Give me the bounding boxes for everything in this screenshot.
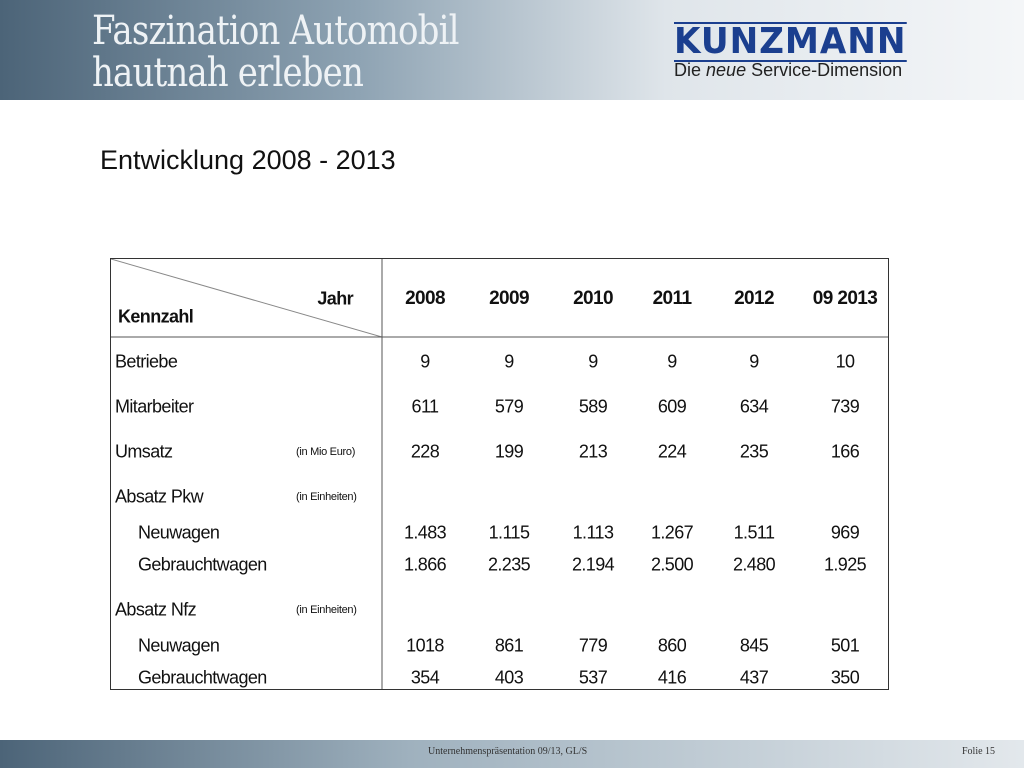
cell-value: 437: [739, 667, 769, 688]
cell-value: 969: [830, 522, 860, 543]
cell-value: 224: [657, 441, 687, 462]
cell-value: 10: [835, 351, 855, 372]
cell-value: 579: [494, 396, 524, 417]
cell-value: 228: [410, 441, 440, 462]
cell-value: 634: [739, 396, 769, 417]
corner-label: Kennzahl: [118, 306, 194, 327]
row-label: Betriebe: [115, 351, 178, 372]
cell-value: 9: [504, 351, 514, 372]
row-label: Neuwagen: [138, 635, 220, 656]
cell-value: 9: [420, 351, 430, 372]
row-label: Neuwagen: [138, 522, 220, 543]
column-header: 09 2013: [812, 288, 878, 309]
cell-value: 1.925: [823, 554, 867, 575]
cell-value: 609: [657, 396, 687, 417]
row-label: Absatz Nfz: [115, 599, 197, 620]
column-header: 2012: [734, 288, 774, 309]
cell-value: 779: [578, 635, 608, 656]
cell-value: 9: [588, 351, 598, 372]
cell-value: 537: [578, 667, 608, 688]
corner-label: Jahr: [317, 288, 353, 309]
cell-value: 9: [667, 351, 677, 372]
cell-value: 1.113: [572, 522, 614, 543]
slide-number: Folie 15: [962, 746, 996, 757]
table: Jahr Kennzahl 2008 2009 2010 2011 2012 09 2013 B…: [110, 258, 889, 690]
tagline-text: Die: [674, 60, 702, 80]
cell-value: 403: [494, 667, 524, 688]
cell-value: 2.235: [487, 554, 531, 575]
cell-value: 861: [494, 635, 524, 656]
cell-value: 2.500: [650, 554, 694, 575]
cell-value: 845: [739, 635, 769, 656]
cell-value: 416: [657, 667, 687, 688]
cell-value: 354: [410, 667, 440, 688]
table-lines: [111, 259, 888, 689]
cell-value: 1.511: [733, 522, 775, 543]
cell-value: 2.480: [732, 554, 776, 575]
cell-value: 2.194: [571, 554, 615, 575]
tagline: Die neue Service-Dimension: [674, 60, 902, 81]
cell-value: 350: [830, 667, 860, 688]
logo: KUNZMANN: [674, 21, 907, 62]
cell-value: 739: [830, 396, 860, 417]
cell-value: 166: [830, 441, 860, 462]
column-header: 2008: [405, 288, 445, 309]
cell-value: 1.483: [403, 522, 447, 543]
cell-value: 1.115: [488, 522, 530, 543]
cell-value: 1.267: [650, 522, 694, 543]
row-unit: (in Mio Euro): [296, 446, 356, 458]
row-label: Mitarbeiter: [115, 396, 194, 417]
row-unit: (in Einheiten): [296, 491, 357, 503]
tagline-text: neue: [706, 60, 747, 80]
cell-value: 235: [739, 441, 769, 462]
cell-value: 589: [578, 396, 608, 417]
cell-value: 1.866: [403, 554, 447, 575]
row-label: Gebrauchtwagen: [138, 554, 267, 575]
cell-value: 611: [411, 396, 440, 417]
cell-value: 501: [830, 635, 860, 656]
row-label: Umsatz: [115, 441, 173, 462]
column-header: 2011: [652, 288, 692, 309]
header-title: Faszination Automobil: [92, 8, 459, 54]
cell-value: 1018: [406, 635, 444, 656]
cell-value: 860: [657, 635, 687, 656]
tagline-text: Service-Dimension: [751, 60, 903, 80]
footer-band: [0, 740, 1024, 768]
slide-title: Entwicklung 2008 - 2013: [100, 145, 396, 175]
row-unit: (in Einheiten): [296, 604, 357, 616]
header-title: hautnah erleben: [92, 50, 364, 96]
cell-value: 9: [749, 351, 759, 372]
row-label: Gebrauchtwagen: [138, 667, 267, 688]
header-band: [0, 0, 1024, 100]
cell-value: 213: [578, 441, 608, 462]
footer-text: Unternehmenspräsentation 09/13, GL/S: [428, 746, 588, 757]
row-label: Absatz Pkw: [115, 486, 204, 507]
cell-value: 199: [494, 441, 524, 462]
column-header: 2009: [489, 288, 529, 309]
column-header: 2010: [573, 288, 613, 309]
